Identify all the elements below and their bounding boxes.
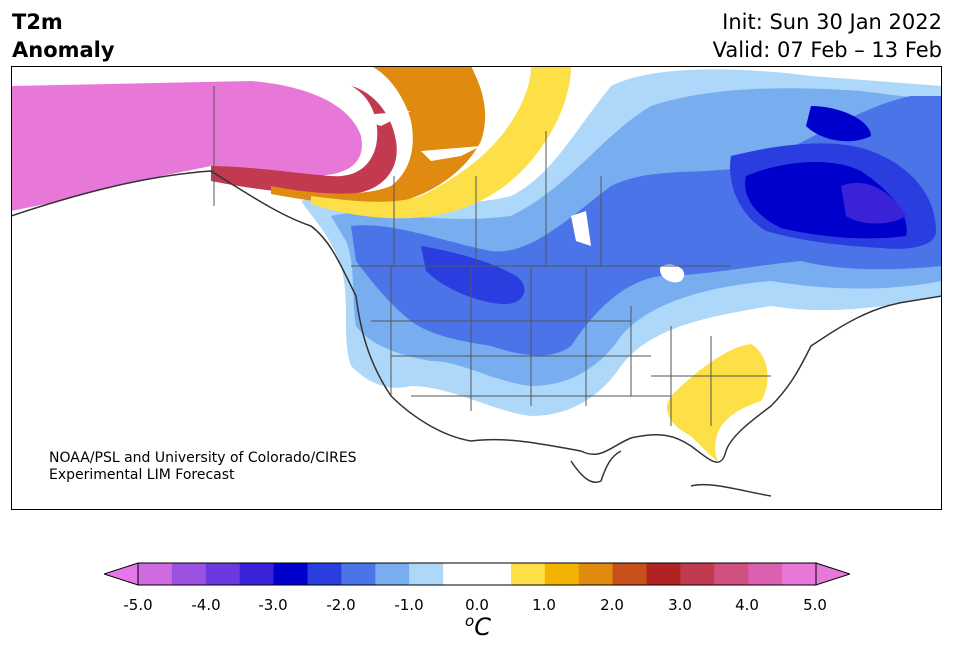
map-frame bbox=[11, 66, 942, 510]
colorbar-swatch bbox=[307, 563, 342, 585]
credit-text: NOAA/PSL and University of Colorado/CIRE… bbox=[49, 450, 357, 484]
unit-label: oC bbox=[465, 612, 491, 641]
colorbar-swatch bbox=[443, 563, 478, 585]
colorbar-swatch bbox=[341, 563, 376, 585]
init-date: Init: Sun 30 Jan 2022 bbox=[722, 10, 942, 34]
warm-anomaly-orange bbox=[271, 66, 486, 206]
tick-label: -2.0 bbox=[326, 596, 356, 614]
colorbar-swatch bbox=[646, 563, 681, 585]
lake-shapes bbox=[351, 111, 685, 283]
tick-label: -4.0 bbox=[191, 596, 221, 614]
tick-label: 0.0 bbox=[465, 596, 489, 614]
tick-label: 5.0 bbox=[803, 596, 827, 614]
colorbar-swatch bbox=[409, 563, 444, 585]
title-line-1: T2m bbox=[12, 10, 63, 34]
tick-label: 1.0 bbox=[532, 596, 556, 614]
valid-date: Valid: 07 Feb – 13 Feb bbox=[712, 38, 942, 62]
colorbar-swatch bbox=[205, 563, 241, 585]
colorbar-swatch bbox=[171, 563, 207, 585]
unit-degree: o bbox=[465, 612, 475, 630]
colorbar-swatch bbox=[612, 563, 647, 585]
warm-anomaly-red bbox=[211, 86, 397, 195]
tick-label: -3.0 bbox=[258, 596, 288, 614]
tick-label: 4.0 bbox=[735, 596, 759, 614]
colorbar-swatch bbox=[239, 563, 275, 585]
colorbar-swatch bbox=[748, 563, 783, 585]
tick-label: 2.0 bbox=[600, 596, 624, 614]
colorbar-swatch bbox=[510, 563, 546, 585]
colorbar-swatch bbox=[544, 563, 580, 585]
colorbar-swatch bbox=[273, 563, 308, 585]
map-title: T2m Anomaly bbox=[12, 8, 115, 64]
colorbar-swatch bbox=[578, 563, 614, 585]
warm-anomaly-southeast bbox=[667, 344, 768, 461]
forecast-dates: Init: Sun 30 Jan 2022 Valid: 07 Feb – 13… bbox=[713, 8, 942, 64]
colorbar-swatch bbox=[138, 563, 173, 585]
colorbar bbox=[104, 562, 850, 586]
cold-anomaly-purple bbox=[841, 182, 906, 224]
political-borders bbox=[213, 86, 771, 426]
colorbar-extend-min bbox=[104, 562, 139, 586]
warm-anomaly-yellow bbox=[311, 66, 571, 219]
colorbar-swatch bbox=[714, 563, 749, 585]
anomaly-map bbox=[11, 66, 942, 510]
colorbar-swatch bbox=[782, 563, 817, 585]
colorbar-extend-max bbox=[815, 562, 850, 586]
title-line-2: Anomaly bbox=[12, 38, 115, 62]
unit-letter: C bbox=[474, 613, 491, 641]
colorbar-swatch bbox=[680, 563, 715, 585]
coastlines bbox=[11, 170, 942, 497]
credit-line-1: NOAA/PSL and University of Colorado/CIRE… bbox=[49, 450, 357, 466]
tick-label: -1.0 bbox=[394, 596, 424, 614]
tick-label: 3.0 bbox=[668, 596, 692, 614]
colorbar-swatch bbox=[375, 563, 410, 585]
colorbar-ticks: -5.0 -4.0 -3.0 -2.0 -1.0 0.0 1.0 2.0 3.0… bbox=[0, 596, 953, 616]
warm-anomaly-alaska bbox=[11, 81, 362, 211]
colorbar-swatch bbox=[477, 563, 512, 585]
tick-label: -5.0 bbox=[123, 596, 153, 614]
colorbar-frame bbox=[137, 562, 817, 586]
credit-line-2: Experimental LIM Forecast bbox=[49, 467, 235, 483]
